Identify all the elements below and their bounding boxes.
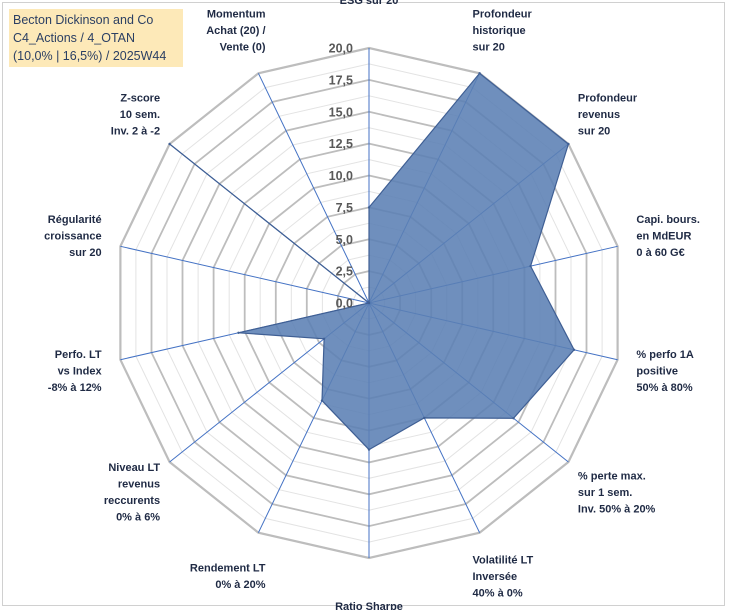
data-point xyxy=(478,72,481,75)
data-point xyxy=(529,264,532,268)
axis-label: Ratio Sharpe0 à 1 xyxy=(335,601,403,610)
tick-label: 20,0 xyxy=(329,42,353,56)
axis-label: % perte max. sur 1 sem. Inv. 50% à 20% xyxy=(578,470,656,515)
title-line-3: (10,0% | 16,5%) / 2025W44 xyxy=(13,49,167,63)
axis-label: Régularité croissance sur 20 xyxy=(44,214,101,259)
data-point xyxy=(367,301,371,305)
chart-title-box: Becton Dickinson and Co C4_Actions / 4_O… xyxy=(9,9,183,67)
data-point xyxy=(512,417,515,420)
axis-label: % perfo 1A positive 50% à 80% xyxy=(636,349,694,394)
data-point xyxy=(322,337,326,340)
axis-label: Z-score 10 sem. Inv. 2 à -2 xyxy=(111,93,160,138)
tick-label: 0,0 xyxy=(336,297,353,311)
axis-label: Volatilité LT Inversée 40% à 0% xyxy=(473,555,534,600)
tick-label: 7,5 xyxy=(336,201,353,215)
axis-label: NoteESG sur 20 xyxy=(340,0,399,7)
axis-label: Capi. bours. en MdEUR 0 à 60 G€ xyxy=(636,214,700,259)
axis-label: Rendement LT 0% à 20% xyxy=(190,563,266,592)
data-point xyxy=(572,348,576,351)
tick-label: 5,0 xyxy=(336,233,353,247)
series-area xyxy=(169,72,575,451)
radar-tick-labels: 0,0 2,5 5,0 7,5 10,0 12,5 15,0 17,5 20,0 xyxy=(329,42,353,311)
tick-label: 10,0 xyxy=(329,169,353,183)
tick-label: 17,5 xyxy=(329,73,353,87)
axis-label: Profondeur revenus sur 20 xyxy=(578,93,638,138)
radar-series xyxy=(168,72,576,451)
data-point xyxy=(567,142,570,146)
tick-label: 15,0 xyxy=(329,105,353,119)
axis-label: Perfo. LT vs Index -8% à 12% xyxy=(48,349,103,394)
data-point xyxy=(168,142,171,146)
tick-label: 2,5 xyxy=(336,265,353,279)
tick-label: 12,5 xyxy=(329,137,353,151)
axis-label: Momentum Achat (20) / Vente (0) xyxy=(206,9,266,54)
data-point xyxy=(367,206,371,209)
title-line-1: Becton Dickinson and Co xyxy=(13,13,154,27)
data-point xyxy=(423,416,426,420)
data-point xyxy=(320,399,324,402)
title-line-2: C4_Actions / 4_OTAN xyxy=(13,31,136,45)
data-point xyxy=(367,448,371,451)
axis-spoke xyxy=(120,245,370,304)
axis-label: Niveau LT revenus reccurents 0% à 6% xyxy=(104,462,161,524)
axis-spoke xyxy=(257,73,370,304)
axis-label: Profondeur historique sur 20 xyxy=(473,9,533,54)
data-point xyxy=(237,331,240,334)
